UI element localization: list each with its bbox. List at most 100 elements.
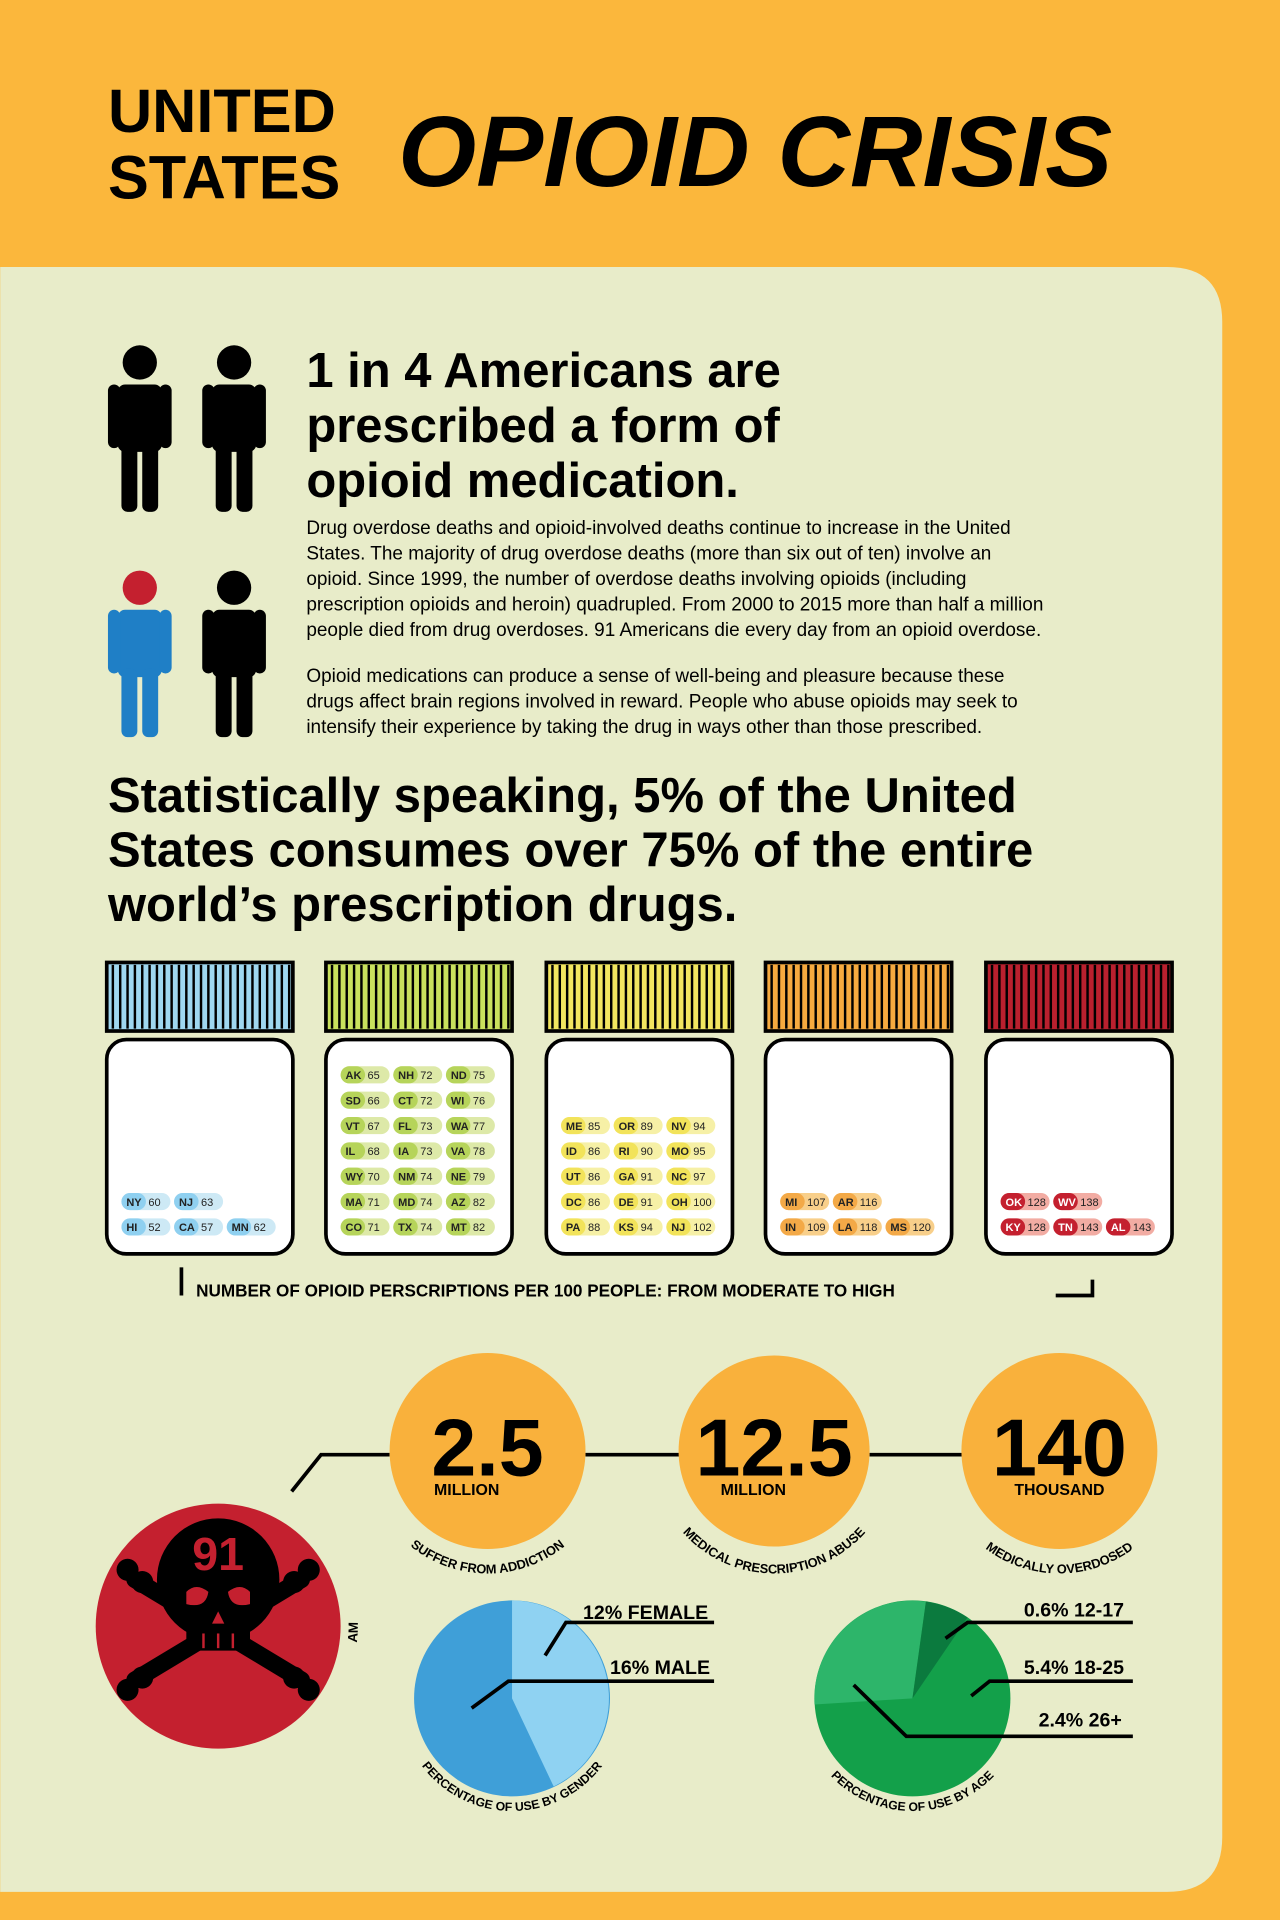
state-value: 85 — [588, 1121, 600, 1133]
state-code-bg — [340, 1066, 366, 1084]
title-main: OPIOID CRISIS — [398, 96, 1112, 208]
state-value: 86 — [588, 1172, 600, 1184]
person-leg — [121, 443, 138, 512]
person-icon — [107, 345, 172, 512]
state-code-bg — [613, 1116, 639, 1135]
state-code-bg — [1053, 1218, 1078, 1236]
person-leg — [142, 668, 159, 738]
state-code: WV — [1058, 1197, 1076, 1209]
state-code-bg — [393, 1167, 418, 1185]
state-code: DE — [619, 1197, 634, 1209]
pie-label: 2.4% 26+ — [1039, 1710, 1122, 1732]
person-head — [216, 345, 252, 380]
age-pie-18-25 — [814, 1600, 926, 1705]
state-code: MT — [451, 1222, 467, 1234]
bottle: ME 85 ID 86 UT 86 DC 86 PA 88 OR 89 RI 90 GA 91 DE 91 KS 94… — [544, 960, 735, 1256]
state-value: 74 — [420, 1172, 432, 1184]
state-code: KS — [619, 1222, 634, 1234]
state-code-bg — [340, 1167, 366, 1185]
state-code-bg — [445, 1066, 471, 1084]
state-code-bg — [613, 1167, 639, 1185]
state-value: 128 — [1028, 1222, 1046, 1234]
state-value: 76 — [473, 1095, 485, 1107]
state-code: NC — [671, 1172, 687, 1184]
stat-unit: MILLION — [721, 1482, 786, 1499]
age-pie-12-17 — [912, 1601, 968, 1699]
paragraph-line: States. The majority of drug overdose de… — [306, 543, 991, 564]
state-code: TN — [1058, 1222, 1073, 1234]
paragraph-line: intensify their experience by taking the… — [306, 717, 982, 738]
state-code-bg — [666, 1193, 691, 1211]
state-code: MO — [671, 1146, 689, 1158]
state-code: UT — [566, 1172, 581, 1184]
state-code: AL — [1111, 1222, 1126, 1234]
person-arm — [107, 384, 121, 449]
bottle: NY 60 HI 52 NJ 63 CA 57 MN 62 — [104, 960, 295, 1256]
state-code-bg — [666, 1167, 691, 1185]
state-value: 68 — [368, 1146, 380, 1158]
state-value: 143 — [1080, 1222, 1098, 1234]
person-arm — [202, 609, 215, 674]
state-code-bg — [340, 1091, 366, 1109]
state-value: 62 — [254, 1222, 266, 1234]
stat-circle — [678, 1355, 870, 1547]
state-value: 71 — [368, 1222, 380, 1234]
person-body — [212, 609, 257, 678]
pie-label: 5.4% 18-25 — [1024, 1657, 1124, 1679]
state-code: MD — [398, 1197, 415, 1209]
person-arm — [159, 384, 172, 449]
state-code: NH — [398, 1070, 414, 1082]
person-arm — [159, 609, 172, 674]
state-value: 79 — [473, 1172, 485, 1184]
leader-line — [470, 1679, 715, 1710]
state-code-bg — [780, 1193, 805, 1211]
state-value: 118 — [860, 1222, 878, 1234]
state-value: 97 — [693, 1172, 705, 1184]
state-value: 86 — [588, 1197, 600, 1209]
leader-line — [852, 1683, 1133, 1739]
person-head — [216, 570, 252, 605]
state-code-bg — [666, 1218, 691, 1236]
state-value: 57 — [201, 1222, 213, 1234]
state-code-bg — [445, 1167, 471, 1185]
state-code: WA — [451, 1121, 469, 1133]
gender-pie-female — [512, 1600, 609, 1787]
state-code: DC — [566, 1197, 582, 1209]
state-code: MN — [232, 1222, 249, 1234]
state-code-bg — [666, 1142, 691, 1160]
state-code-bg — [174, 1218, 199, 1236]
pie-label: 0.6% 12-17 — [1024, 1599, 1124, 1621]
state-code: LA — [838, 1222, 853, 1234]
state-code: OR — [619, 1121, 636, 1133]
state-code: IA — [398, 1146, 409, 1158]
state-code: RI — [619, 1146, 630, 1158]
state-value: 71 — [368, 1197, 380, 1209]
state-code: AK — [346, 1070, 362, 1082]
state-value: 52 — [148, 1222, 160, 1234]
person-body — [212, 384, 257, 452]
state-value: 109 — [807, 1222, 825, 1234]
bottle: MI 107 IN 109 AR 116 LA 118 MS 120 — [763, 960, 954, 1256]
paragraph-line: Opioid medications can produce a sense o… — [306, 666, 1004, 687]
connectors — [179, 1267, 1095, 1493]
state-code: CA — [179, 1222, 195, 1234]
state-value: 73 — [420, 1121, 432, 1133]
state-code-bg — [340, 1218, 366, 1236]
state-value: 77 — [473, 1121, 485, 1133]
state-value: 107 — [807, 1197, 825, 1209]
stat-unit: MILLION — [434, 1482, 499, 1499]
stat-circle — [389, 1353, 586, 1549]
state-code: OH — [671, 1197, 688, 1209]
paragraph-line: prescription opioids and heroin) quadrup… — [306, 594, 1043, 615]
state-code-bg — [393, 1142, 418, 1160]
person-head — [122, 570, 157, 605]
person-icon — [107, 570, 172, 738]
state-value: 74 — [420, 1222, 432, 1234]
state-code: MI — [785, 1197, 797, 1209]
state-value: 128 — [1028, 1197, 1046, 1209]
leader-line — [944, 1620, 1133, 1640]
bottles-caption: NUMBER OF OPIOID PERSCRIPTIONS PER 100 P… — [196, 1281, 895, 1301]
state-code: CT — [398, 1095, 413, 1107]
state-code-bg — [561, 1167, 586, 1185]
